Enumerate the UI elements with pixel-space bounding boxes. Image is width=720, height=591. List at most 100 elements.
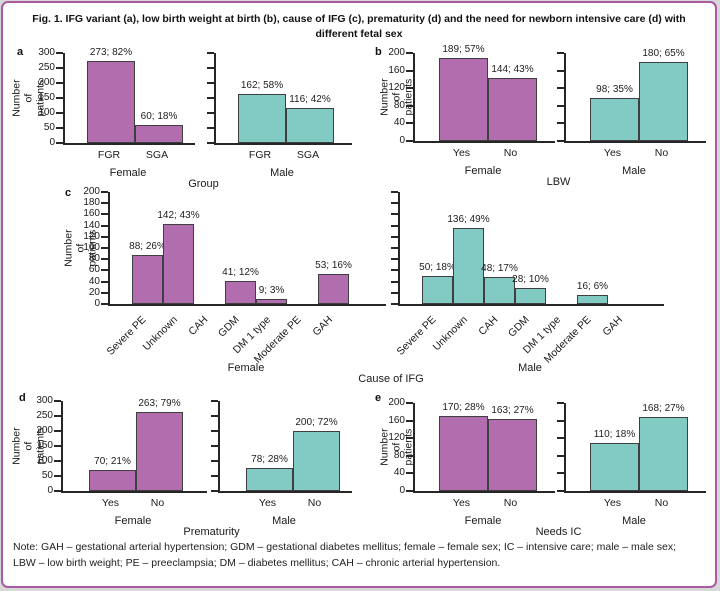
panel-a: a Number of patients 273; 82% 60; 18% 0 50 100… (11, 45, 353, 197)
y-tick-label: 50 (43, 122, 55, 133)
y-tick (406, 104, 413, 107)
bar-value-label: 41; 12% (222, 267, 259, 278)
y-tick (406, 122, 413, 125)
y-tick-label: 80 (393, 99, 405, 111)
bar-female-2 (135, 125, 183, 143)
category-label: CAH (476, 313, 501, 338)
plot-area-female: 170; 28% 163; 27% (406, 402, 555, 493)
y-tick-label: 160 (388, 414, 405, 426)
category-label: Severe PE (104, 313, 149, 358)
bar-value-label: 116; 42% (289, 94, 331, 105)
y-tick-label: 160 (388, 64, 405, 76)
y-tick-label: 100 (38, 107, 55, 118)
y-tick (211, 490, 218, 492)
y-tick-label: 180 (83, 197, 100, 209)
group-label-female: Female (227, 362, 265, 374)
bar-male-4 (515, 288, 546, 304)
bar-female-1 (87, 61, 135, 143)
category-label: Yes (258, 497, 277, 509)
y-tick-label: 200 (36, 425, 53, 436)
y-tick (211, 445, 218, 447)
axis-title: Cause of IFG (358, 373, 424, 385)
y-tick-label: 0 (399, 485, 405, 496)
y-tick (406, 454, 413, 457)
y-tick (406, 419, 413, 422)
y-tick-label: 200 (83, 186, 100, 197)
y-tick-label: 120 (388, 432, 405, 444)
y-tick-label: 300 (36, 395, 53, 406)
axis-title: Needs IC (535, 526, 582, 538)
bar-value-label: 136; 49% (447, 214, 490, 225)
group-label-female: Female (109, 167, 147, 179)
y-tick-label: 250 (36, 410, 53, 421)
category-label: GAH (310, 313, 335, 339)
y-tick (391, 269, 398, 272)
category-label: No (150, 497, 165, 509)
y-tick (211, 430, 218, 432)
y-tick-label: 160 (83, 208, 100, 220)
bar-value-label: 180; 65% (642, 48, 685, 59)
category-label: FGR (248, 149, 272, 161)
panel-e: e Number of patients 170; 28% 163; 27% 0 40 80… (355, 391, 713, 543)
bar-male-2 (286, 108, 334, 143)
y-tick-label: 100 (36, 455, 53, 466)
plot-area-male: 98; 35% 180; 65% (557, 48, 706, 143)
bar-value-label: 50; 18% (419, 262, 456, 273)
group-label-female: Female (464, 515, 502, 527)
panel-letter: e (375, 392, 382, 404)
y-tick (54, 445, 61, 447)
y-tick (391, 235, 398, 238)
y-tick (391, 224, 398, 227)
y-tick (101, 269, 108, 272)
bar-female-2 (136, 412, 183, 491)
y-tick-label: 150 (36, 440, 53, 451)
bar-value-label: 88; 26% (129, 241, 166, 252)
panel-c: c Number of patients 88; 26% 142; 43% 41; 12… (61, 186, 715, 391)
bar-male-1 (246, 468, 293, 491)
y-tick-label: 250 (38, 62, 55, 73)
y-tick (557, 472, 564, 475)
y-tick (56, 67, 63, 69)
category-label: No (654, 497, 669, 509)
y-tick (56, 97, 63, 99)
y-tick (391, 247, 398, 249)
bar-value-label: 189; 57% (442, 44, 485, 55)
bar-female-4 (225, 281, 256, 304)
bar-female-2 (163, 224, 194, 304)
y-tick-label: 60 (88, 264, 100, 276)
axis-title: Prematurity (183, 526, 240, 538)
category-label: No (307, 497, 322, 509)
y-tick (557, 437, 564, 440)
plot-area-male: 110; 18% 168; 27% (557, 402, 706, 493)
bar-male-1 (238, 94, 286, 143)
plot-area-male: 50; 18% 136; 49% 48; 17% 28; 10% 16; 6% (391, 191, 664, 306)
y-tick (406, 437, 413, 440)
y-tick (391, 291, 398, 294)
y-tick-label: 140 (83, 219, 100, 231)
bar-value-label: 273; 82% (89, 47, 133, 58)
bar-female-1 (89, 470, 136, 491)
bar-value-label: 168; 27% (642, 403, 685, 414)
bar-value-label: 163; 27% (491, 405, 534, 416)
panel-letter: b (375, 46, 382, 58)
y-tick (557, 490, 564, 492)
y-tick-label: 300 (38, 47, 55, 58)
group-label-male: Male (622, 515, 646, 527)
bar-value-label: 60; 18% (140, 111, 178, 122)
y-tick (557, 104, 564, 107)
bar-value-label: 263; 79% (138, 398, 181, 409)
y-tick (101, 258, 108, 261)
bar-value-label: 110; 18% (593, 429, 636, 440)
y-tick (101, 224, 108, 227)
bar-female-5 (256, 299, 287, 304)
y-tick (211, 475, 218, 477)
category-label: Severe PE (394, 313, 439, 358)
bar-value-label: 144; 43% (491, 64, 534, 75)
group-label-female: Female (464, 165, 502, 177)
y-tick (101, 191, 108, 193)
y-tick (207, 67, 214, 69)
plot-area-male: 78; 28% 200; 72% (211, 400, 352, 493)
group-label-male: Male (622, 165, 646, 177)
